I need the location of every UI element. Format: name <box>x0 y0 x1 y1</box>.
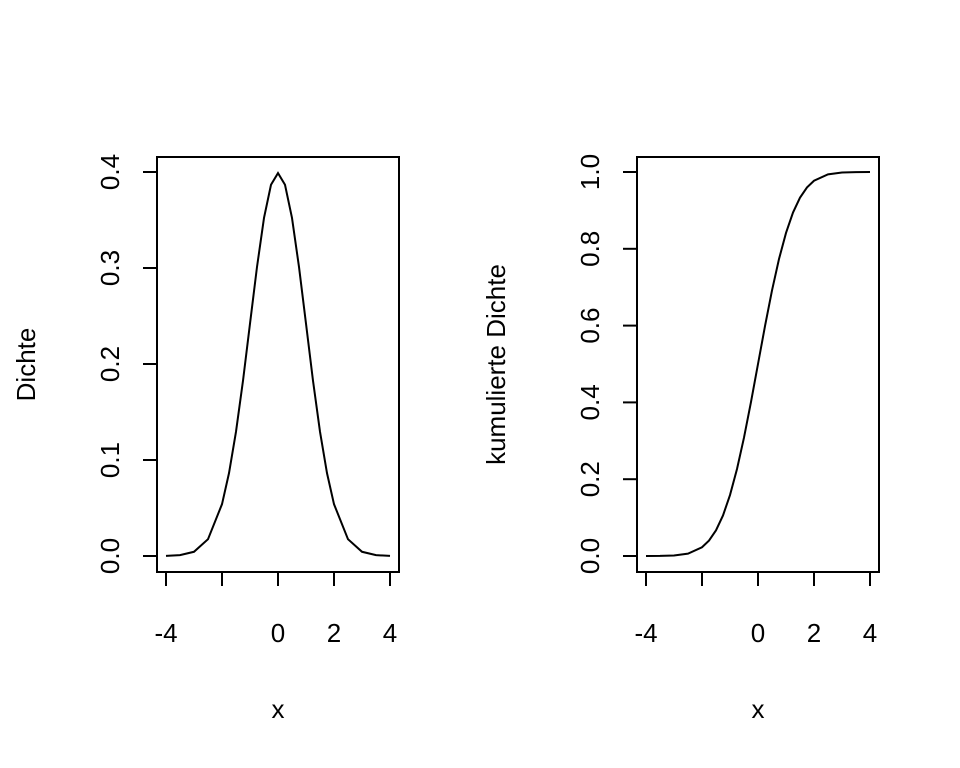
x-axis-title: x <box>272 694 285 724</box>
cumulative-density-plot: -4 0 2 4 0.0 0.2 0.4 0.6 0.8 1.0 x kumulierte Dicht… <box>481 154 880 724</box>
x-tick-label: 0 <box>271 618 285 648</box>
y-axis-title: Dichte <box>11 328 41 402</box>
x-tick-label: -4 <box>634 618 657 648</box>
y-tick-label: 0.6 <box>575 308 605 344</box>
plot-frame <box>156 156 400 573</box>
y-tick-label: 0.4 <box>575 384 605 420</box>
y-axis-title: kumulierte Dichte <box>481 264 511 465</box>
y-tick-label: 0.2 <box>575 461 605 497</box>
x-axis-title: x <box>752 694 765 724</box>
density-plot: -4 0 2 4 0.0 0.1 0.2 0.3 0.4 x Dichte <box>11 154 400 724</box>
x-tick-label: -4 <box>154 618 177 648</box>
x-tick-label: 2 <box>327 618 341 648</box>
y-tick-label: 0.2 <box>95 346 125 382</box>
series-line <box>645 171 871 557</box>
y-tick-label: 0.0 <box>575 538 605 574</box>
x-tick-label: 4 <box>383 618 397 648</box>
x-tick-label: 0 <box>751 618 765 648</box>
y-tick-label: 0.4 <box>95 154 125 190</box>
x-tick-label: 2 <box>807 618 821 648</box>
y-tick-label: 0.8 <box>575 231 605 267</box>
y-tick-label: 1.0 <box>575 154 605 190</box>
y-tick-label: 0.3 <box>95 250 125 286</box>
y-tick-label: 0.0 <box>95 538 125 574</box>
y-tick-label: 0.1 <box>95 442 125 478</box>
series-line <box>165 171 391 557</box>
x-tick-label: 4 <box>863 618 877 648</box>
